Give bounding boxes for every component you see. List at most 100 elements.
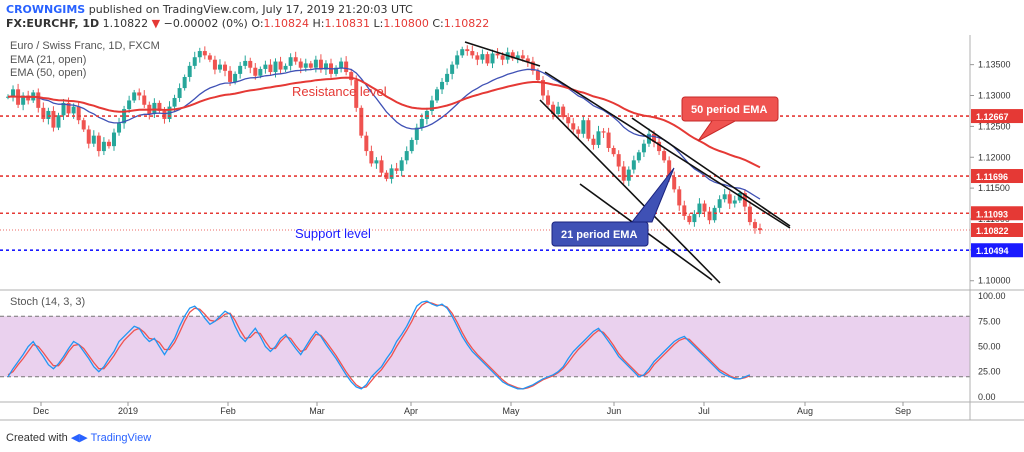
- footer-brand[interactable]: TradingView: [90, 432, 152, 444]
- candle-body: [460, 49, 465, 56]
- candle-body: [182, 76, 187, 89]
- time-tick-label: Sep: [895, 406, 911, 416]
- candle-body: [455, 55, 460, 65]
- stoch-legend[interactable]: Stoch (14, 3, 3): [10, 296, 86, 308]
- candle-body: [369, 151, 374, 164]
- trend-line: [544, 71, 791, 229]
- candle-body: [26, 95, 31, 101]
- overlay: Resistance level Support level 50 period E…: [292, 41, 791, 284]
- price-pane: [0, 45, 970, 252]
- candle-body: [36, 92, 41, 108]
- candle-body: [495, 53, 500, 56]
- price-tick-label: 1.12000: [978, 152, 1011, 162]
- candle-body: [197, 51, 202, 58]
- candle-body: [233, 73, 238, 82]
- time-tick-label: Jun: [607, 406, 622, 416]
- price-tag: [971, 222, 1023, 237]
- time-tick-label: Jul: [698, 406, 710, 416]
- price-tag: [971, 109, 1023, 124]
- publish-line: CROWNGIMS published on TradingView.com, …: [6, 3, 413, 16]
- trend-line: [539, 99, 721, 284]
- author-name[interactable]: CROWNGIMS: [6, 3, 86, 16]
- ema50-line: [7, 76, 761, 169]
- ema21-line: [7, 67, 761, 200]
- candle-body: [677, 189, 682, 206]
- high-value: 1.10831: [324, 17, 371, 30]
- ema50-legend[interactable]: EMA (50, open): [10, 67, 87, 79]
- candle-body: [379, 160, 384, 173]
- candle-body: [641, 143, 646, 153]
- candle-body: [223, 64, 228, 71]
- stoch-tick-label: 75.00: [978, 316, 1001, 326]
- price-tick-label: 1.13500: [978, 60, 1011, 70]
- candle-body: [323, 63, 328, 70]
- price-tag-label: 1.10494: [976, 246, 1009, 256]
- candle-body: [248, 60, 253, 68]
- candle-body: [187, 65, 192, 77]
- time-tick-label: Aug: [797, 406, 813, 416]
- candle-body: [445, 73, 450, 82]
- ema50-callout-label: 50 period EMA: [691, 104, 767, 116]
- stoch-band: [0, 316, 970, 377]
- candle-body: [318, 59, 323, 70]
- candle-body: [71, 106, 76, 114]
- candle-body: [561, 106, 566, 118]
- candle-body: [288, 57, 293, 66]
- symbol-legend[interactable]: Euro / Swiss Franc, 1D, FXCM: [10, 40, 160, 52]
- candle-body: [354, 80, 359, 108]
- candle-body: [717, 199, 722, 208]
- ema50-callout-pointer: [697, 120, 736, 142]
- price-tag: [971, 206, 1023, 221]
- candle-body: [556, 106, 561, 115]
- candle-body: [404, 151, 409, 161]
- candle-body: [228, 70, 233, 82]
- candle-body: [6, 96, 10, 98]
- candle-body: [253, 67, 258, 76]
- candle-body: [692, 214, 697, 223]
- low-label: L:: [373, 17, 384, 30]
- candle-body: [727, 194, 732, 204]
- candle-body: [278, 61, 283, 70]
- candle-body: [712, 207, 717, 221]
- open-value: 1.10824: [263, 17, 310, 30]
- price-tag-label: 1.12667: [976, 112, 1009, 122]
- ema21-legend[interactable]: EMA (21, open): [10, 54, 87, 66]
- candle-body: [525, 58, 530, 62]
- close-label: C:: [432, 17, 444, 30]
- candle-body: [238, 65, 243, 74]
- low-value: 1.10800: [383, 17, 429, 30]
- candle-body: [192, 57, 197, 66]
- candle-body: [122, 109, 127, 124]
- candle-body: [313, 59, 318, 68]
- candle-body: [81, 120, 86, 130]
- candle-body: [334, 67, 339, 74]
- candle-body: [707, 211, 712, 221]
- candle-body: [515, 55, 520, 59]
- price-tag-label: 1.11093: [976, 209, 1008, 219]
- candle-body: [576, 129, 581, 134]
- candle-body: [530, 61, 535, 71]
- candle-body: [490, 53, 495, 64]
- candle-body: [207, 55, 212, 60]
- time-tick-label: Dec: [33, 406, 50, 416]
- trend-line: [464, 41, 541, 67]
- axes: 1.13500 1.13000 1.12500 1.12000 1.11500 1.110…: [0, 35, 1024, 421]
- footer: Created with ◀▶ TradingView: [6, 431, 151, 444]
- candle-body: [298, 61, 303, 68]
- candle-body: [626, 169, 631, 181]
- candle-body: [687, 215, 692, 223]
- price-tag: [971, 243, 1023, 258]
- candle-body: [606, 132, 611, 148]
- candle-body: [591, 138, 596, 145]
- candle-body: [409, 139, 414, 152]
- candle-body: [117, 123, 122, 133]
- candle-body: [566, 117, 571, 124]
- candle-body: [21, 95, 26, 105]
- price-tick-label: 1.13000: [978, 91, 1011, 101]
- candle-body: [157, 102, 162, 111]
- candle-body: [697, 203, 702, 215]
- candle-body: [51, 110, 56, 128]
- candle-body: [475, 55, 480, 60]
- stoch-pane: [0, 300, 970, 390]
